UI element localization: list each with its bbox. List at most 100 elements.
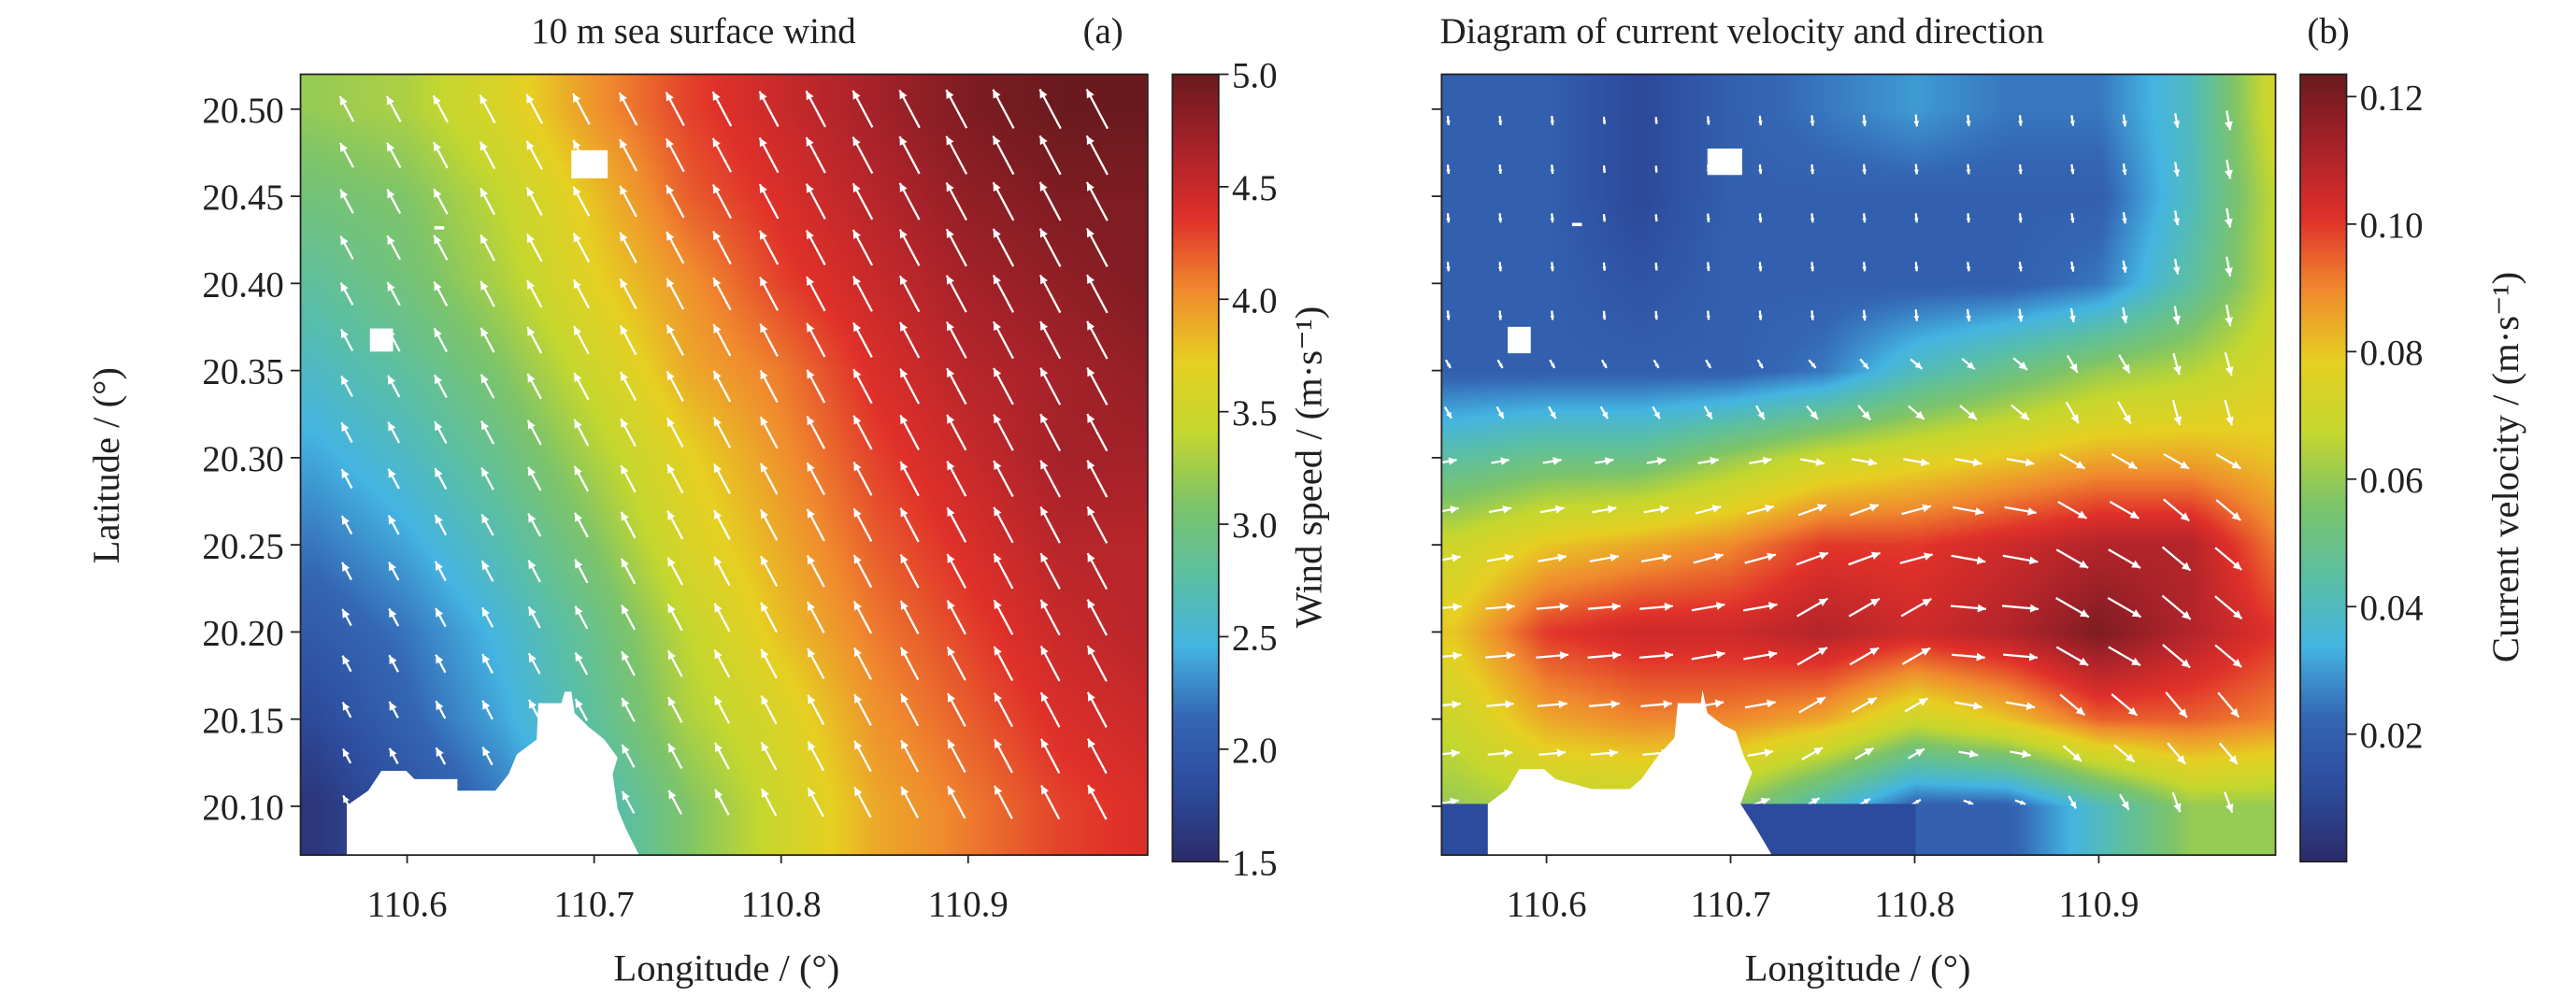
wind-arrow xyxy=(993,553,1014,590)
wind-arrow xyxy=(665,370,684,402)
current-arrow xyxy=(1691,650,1725,661)
current-arrow xyxy=(1862,164,1868,175)
wind-arrow xyxy=(852,321,873,359)
wind-arrow xyxy=(479,280,495,307)
current-arrow xyxy=(1951,554,1986,565)
current-vectors xyxy=(1435,110,2243,814)
current-velocity-heatmap xyxy=(1441,74,2276,856)
current-arrow xyxy=(2218,742,2239,765)
current-arrow xyxy=(1435,700,1461,709)
current-arrow xyxy=(1914,213,1919,223)
wind-arrow xyxy=(573,372,590,401)
wind-arrow xyxy=(899,692,920,727)
current-arrow xyxy=(2107,596,2142,619)
current-arrow xyxy=(2172,352,2182,376)
current-arrow xyxy=(1486,553,1514,562)
wind-arrow xyxy=(338,142,355,168)
current-arrow xyxy=(1496,359,1504,369)
wind-arrow xyxy=(574,605,589,630)
wind-arrow xyxy=(900,739,920,773)
x-axis-label-b: Longitude / (°) xyxy=(1745,946,1971,989)
wind-arrow xyxy=(711,137,733,173)
current-arrow xyxy=(1952,652,1985,662)
colorbar-label-a: Wind speed / (m·s⁻¹) xyxy=(1287,306,1329,629)
current-arrow xyxy=(1497,310,1503,320)
current-arrow xyxy=(1497,115,1503,126)
wind-arrow xyxy=(852,276,873,312)
wind-arrow xyxy=(993,367,1014,406)
wind-arrow xyxy=(806,508,825,542)
current-arrow xyxy=(2117,401,2132,424)
wind-arrow xyxy=(805,90,827,128)
wind-arrow xyxy=(852,229,874,266)
current-arrow xyxy=(1589,553,1620,562)
current-arrow xyxy=(2018,262,2023,272)
current-arrow xyxy=(2068,795,2078,809)
current-arrow xyxy=(1496,406,1505,420)
wind-arrow xyxy=(852,415,873,450)
current-arrow xyxy=(1958,749,1979,759)
wind-arrow xyxy=(480,560,494,582)
current-arrow xyxy=(2162,644,2191,669)
current-arrow xyxy=(1654,117,1658,124)
wind-arrow xyxy=(620,464,637,493)
wind-arrow xyxy=(758,230,780,265)
y-axis-label-a: Latitude / (°) xyxy=(85,367,127,563)
current-arrow xyxy=(1903,458,1930,467)
wind-arrow xyxy=(621,744,636,768)
current-arrow xyxy=(1646,457,1667,465)
current-arrow xyxy=(2069,115,2075,126)
wind-arrow xyxy=(898,135,921,175)
wind-arrow xyxy=(479,234,495,262)
wind-arrow xyxy=(621,790,636,814)
current-arrow xyxy=(1758,213,1763,223)
y-tick-label: 20.10 xyxy=(202,788,283,828)
wind-arrow xyxy=(433,280,449,306)
wind-arrow xyxy=(806,462,825,496)
wind-arrow xyxy=(947,739,966,774)
current-arrow xyxy=(1538,748,1567,758)
wind-arrow xyxy=(1087,784,1108,820)
current-arrow xyxy=(1913,114,1920,127)
wind-arrow xyxy=(1086,645,1108,682)
island xyxy=(1707,149,1742,176)
current-arrow xyxy=(1542,457,1562,465)
current-arrow xyxy=(1705,359,1712,369)
current-arrow xyxy=(2165,691,2188,719)
wind-arrow xyxy=(388,701,399,719)
wind-arrow xyxy=(946,646,966,681)
current-arrow xyxy=(2172,306,2182,325)
wind-arrow xyxy=(1040,785,1061,820)
current-arrow xyxy=(1954,458,1982,467)
current-arrow xyxy=(2122,114,2127,127)
wind-arrow xyxy=(479,420,495,445)
current-arrow xyxy=(1966,114,1971,127)
colorbar-tick-label: 0.08 xyxy=(2360,333,2424,373)
wind-arrow xyxy=(480,513,494,536)
current-arrow xyxy=(1654,263,1658,271)
wind-arrow xyxy=(526,466,542,491)
wind-arrow xyxy=(619,185,637,218)
wind-arrow xyxy=(993,506,1014,544)
wind-arrow xyxy=(1086,599,1108,636)
panel-b-title: Diagram of current velocity and directio… xyxy=(1440,11,2044,51)
current-arrow xyxy=(2059,693,2086,717)
current-arrow xyxy=(1548,406,1557,420)
current-arrow xyxy=(1590,748,1618,758)
x-axis-label-a: Longitude / (°) xyxy=(613,946,839,989)
wind-arrow xyxy=(1086,413,1109,452)
current-arrow xyxy=(2173,113,2181,128)
wind-arrow xyxy=(339,281,354,306)
current-arrow xyxy=(2215,499,2241,521)
current-arrow xyxy=(1588,700,1620,709)
wind-arrow xyxy=(572,186,591,217)
coastline-land xyxy=(347,691,639,856)
axes: 5.0 4.5 4.0 3.5 3.0 2.5 2.0 1.5 110.6 110.7 110.8 1… xyxy=(202,56,2423,925)
y-tick-label: 20.25 xyxy=(202,526,283,566)
wind-arrow xyxy=(435,700,447,719)
current-arrow xyxy=(2012,357,2028,371)
wind-arrow xyxy=(386,189,402,215)
wind-arrow xyxy=(573,465,590,492)
plot-frame-a xyxy=(299,73,1149,857)
wind-arrow xyxy=(993,460,1014,498)
